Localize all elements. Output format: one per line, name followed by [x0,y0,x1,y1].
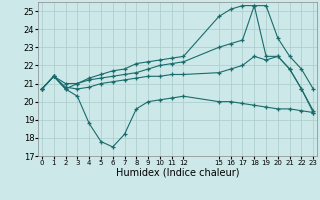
X-axis label: Humidex (Indice chaleur): Humidex (Indice chaleur) [116,168,239,178]
